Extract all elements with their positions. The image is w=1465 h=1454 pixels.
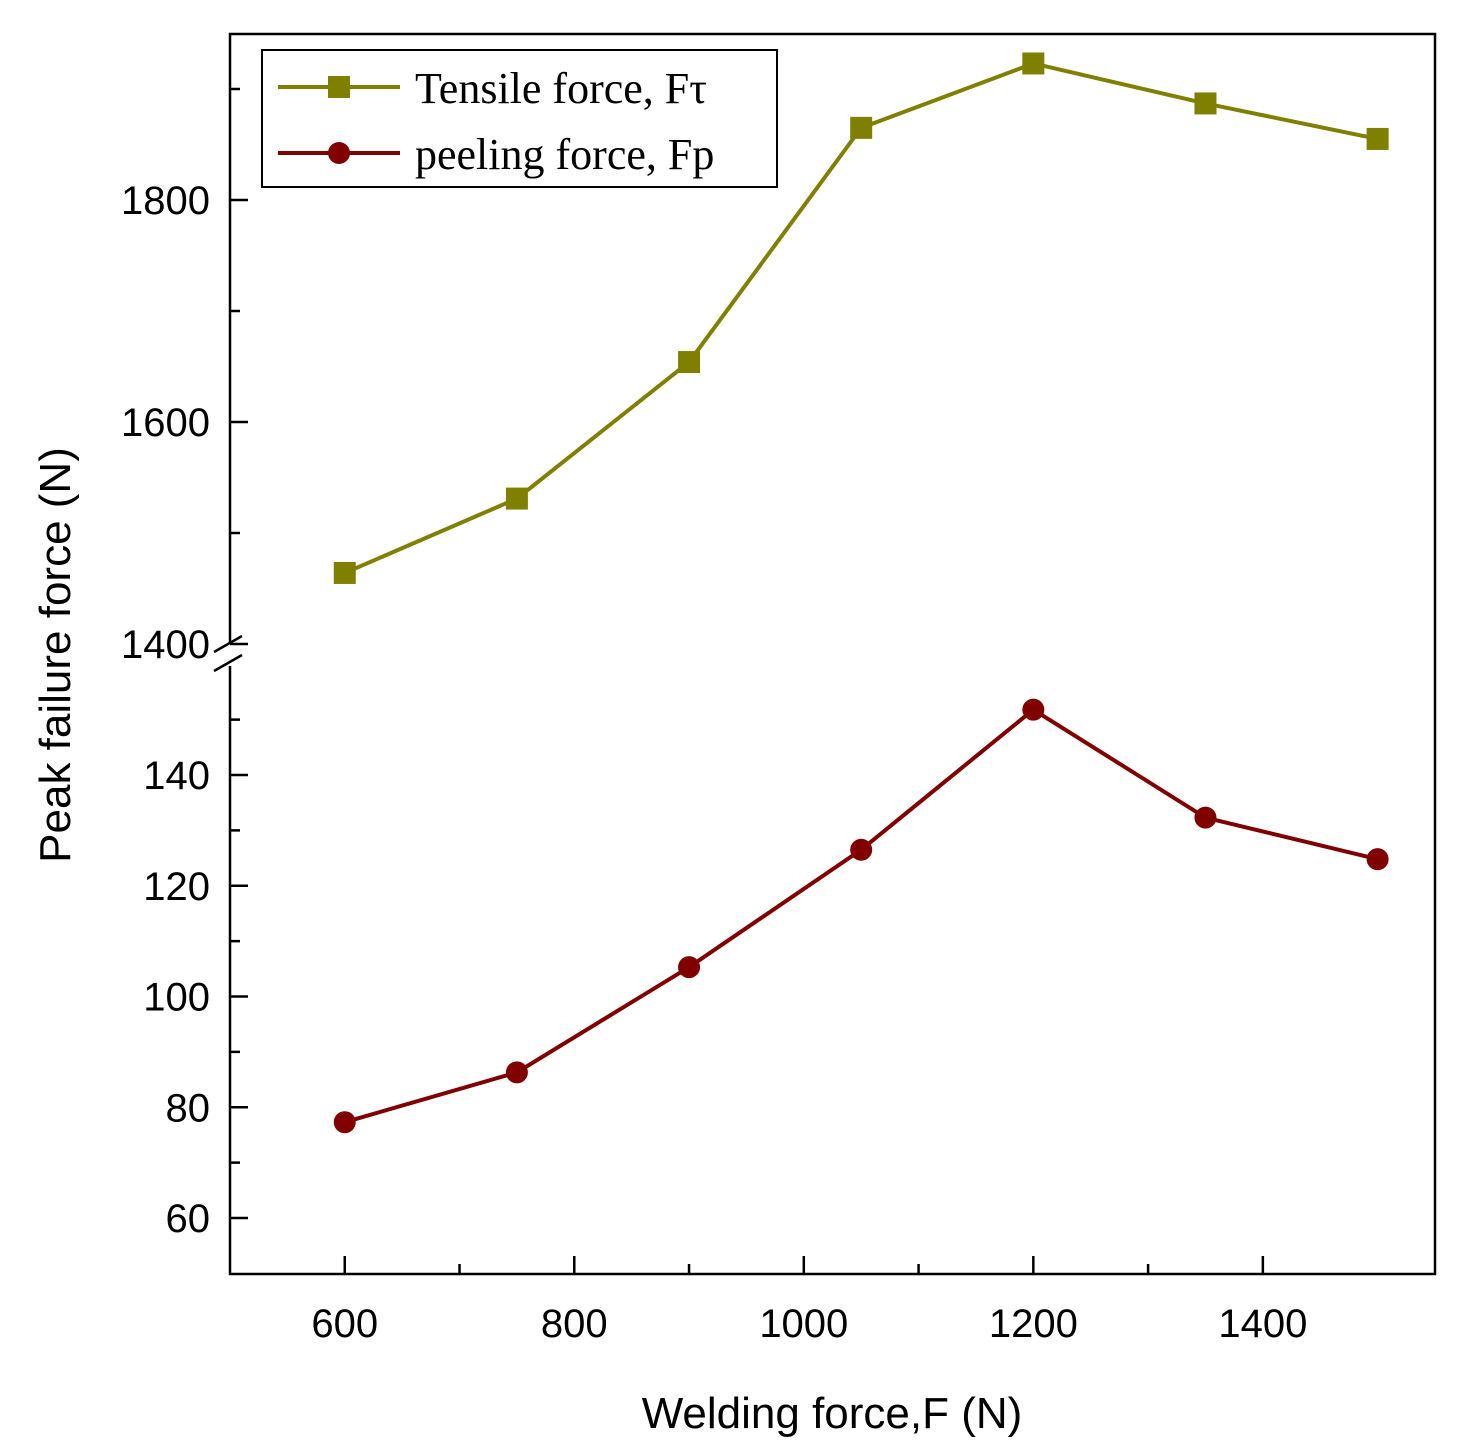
y-tick-label: 100 [143,976,210,1020]
x-tick-label: 600 [311,1302,378,1346]
y-axis-title: Peak failure force (N) [31,447,80,863]
axis-break-slash-lower [213,653,243,673]
x-tick-label: 1000 [759,1302,848,1346]
y-tick-label: 1600 [121,401,210,445]
tensile-point [1366,127,1389,150]
tensile-point [333,561,356,584]
axis-break-gap [220,644,240,666]
x-tick-label: 1400 [1218,1302,1307,1346]
y-tick-label: 60 [166,1197,211,1241]
peeling-point [505,1061,528,1084]
legend-box [261,49,778,188]
legend-tensile-marker [328,76,350,98]
axis-break-marker [213,634,243,673]
y-tick-label: 140 [143,754,210,798]
axis-break-slash-upper [213,634,243,654]
y-tick-label: 80 [166,1086,211,1130]
legend-tensile-label: Tensile force, Fτ [415,64,707,113]
tensile-point [1022,52,1045,75]
tensile-point [678,351,701,374]
y-tick-label: 1400 [121,623,210,667]
x-axis-ticks: 600 800 1000 1200 1400 [311,1256,1307,1346]
tensile-point [1194,92,1217,115]
peeling-point [1194,806,1217,829]
peeling-point [850,838,873,861]
x-axis-title: Welding force,F (N) [642,1389,1023,1438]
peeling-series-line [344,707,1379,1125]
peeling-point [1366,848,1389,871]
peeling-point [678,956,701,979]
peeling-point [333,1111,356,1134]
series-layer [333,52,1389,1134]
x-tick-label: 1200 [989,1302,1078,1346]
plot-frame [228,32,1437,1276]
y-tick-label: 1800 [121,179,210,223]
legend-peeling-label: peeling force, Fp [415,130,714,179]
x-tick-label: 800 [541,1302,608,1346]
peeling-point [1022,698,1045,721]
tensile-point [505,487,528,510]
y-axis-ticks: 1400 1600 1800 60 80 100 120 140 [121,87,248,1241]
legend: Tensile force, Fτ peeling force, Fp [261,49,778,188]
legend-peeling-marker [328,142,350,164]
y-tick-label: 120 [143,865,210,909]
tensile-point [850,116,873,139]
